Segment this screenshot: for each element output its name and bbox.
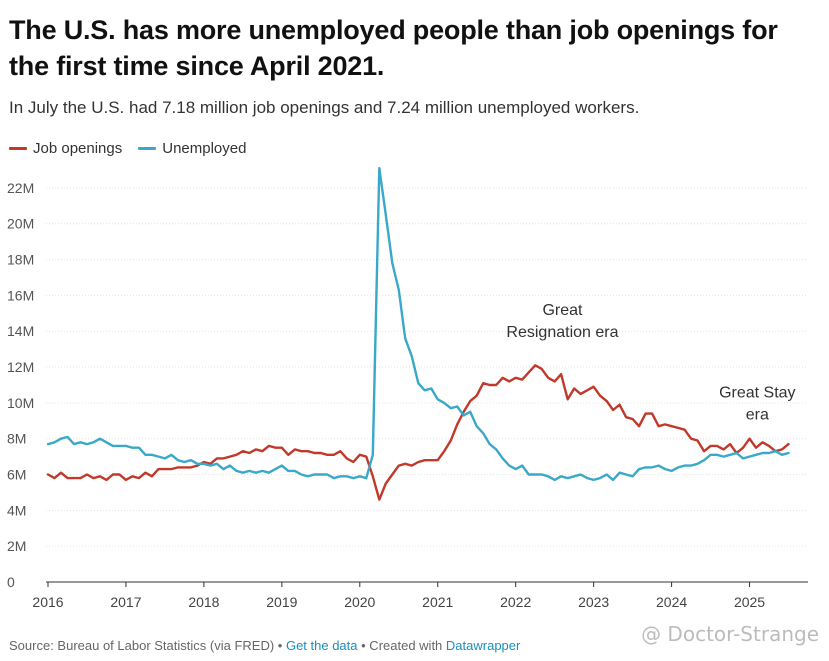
y-tick-label: 14M	[7, 323, 34, 339]
line-chart: 0 2M 4M 6M 8M 10M 12M 14M 16M 18M 20M 22M 2016 2017 20…	[7, 166, 808, 610]
series-line-job-openings	[46, 364, 790, 501]
legend-label-unemployed: Unemployed	[162, 140, 247, 157]
y-tick-label: 22M	[7, 180, 34, 196]
x-tick-label: 2023	[578, 594, 609, 610]
y-tick-label: 4M	[7, 502, 26, 518]
legend-swatch-unemployed	[138, 147, 157, 150]
x-tick-label: 2020	[344, 594, 375, 610]
y-tick-label: 2M	[7, 538, 26, 554]
x-tick-label: 2017	[110, 594, 141, 610]
y-tick-label: 18M	[7, 252, 34, 268]
y-tick-label: 10M	[7, 395, 34, 411]
legend-item-unemployed: Unemployed	[138, 140, 246, 157]
y-tick-label: 12M	[7, 359, 34, 375]
x-tick-label: 2019	[266, 594, 297, 610]
chart-title: The U.S. has more unemployed people than…	[9, 15, 778, 81]
chart-subtitle: In July the U.S. had 7.18 million job op…	[9, 98, 640, 117]
watermark: @ Doctor-Strange	[641, 622, 819, 646]
annotation-label: Resignation era	[506, 324, 618, 341]
y-tick-label: 0	[7, 574, 15, 590]
annotation-label: Great	[542, 302, 583, 319]
footer-created: • Created with	[361, 638, 443, 653]
x-tick-label: 2018	[188, 594, 219, 610]
get-the-data-link[interactable]: Get the data	[285, 638, 358, 653]
legend: Job openings Unemployed	[9, 140, 246, 157]
legend-label-job-openings: Job openings	[33, 140, 123, 157]
y-tick-label: 6M	[7, 467, 26, 483]
legend-item-job-openings: Job openings	[9, 140, 122, 157]
x-tick-label: 2024	[656, 594, 687, 610]
datawrapper-link[interactable]: Datawrapper	[445, 638, 521, 653]
footer-source: Source: Bureau of Labor Statistics (via …	[9, 638, 283, 653]
legend-swatch-job-openings	[9, 147, 27, 150]
annotation-label: Great Stay	[719, 384, 795, 401]
annotation-label: era	[746, 406, 769, 423]
y-tick-label: 16M	[7, 287, 34, 303]
y-tick-label: 8M	[7, 431, 26, 447]
x-tick-label: 2022	[500, 594, 531, 610]
series-line-unemployed	[46, 166, 790, 482]
footer: Source: Bureau of Labor Statistics (via …	[9, 638, 520, 653]
y-tick-label: 20M	[7, 216, 34, 232]
x-tick-label: 2025	[734, 594, 765, 610]
x-tick-label: 2021	[422, 594, 453, 610]
x-tick-label: 2016	[32, 594, 63, 610]
